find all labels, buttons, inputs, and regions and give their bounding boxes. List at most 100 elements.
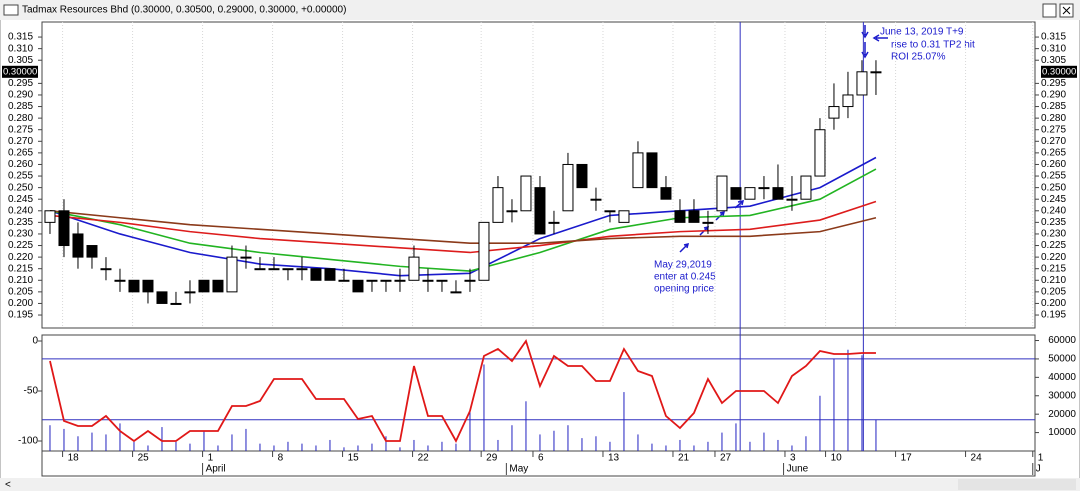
y-tick-label: 0.215 — [1041, 263, 1066, 274]
y-tick-label: 0.265 — [8, 148, 33, 159]
maximize-button[interactable] — [1042, 3, 1057, 18]
x-tick-label: 3 — [790, 453, 796, 464]
y-tick-label: 0.305 — [8, 55, 33, 66]
x-tick-label: 18 — [68, 453, 80, 464]
candle-body — [128, 279, 140, 293]
x-tick-label: 25 — [138, 453, 150, 464]
y-tick-label: 0.305 — [1041, 55, 1066, 66]
close-icon — [1062, 6, 1071, 15]
y-tick-label: 0.255 — [8, 171, 33, 182]
candle-body — [716, 175, 728, 212]
candle-body — [422, 279, 434, 282]
candle-body — [170, 302, 182, 305]
y-tick-label: 0.230 — [1041, 229, 1066, 240]
candle-body — [730, 187, 742, 200]
month-label: June — [787, 464, 809, 475]
y-tick-label: 0.240 — [1041, 205, 1066, 216]
candle-body — [100, 268, 112, 271]
candle-body — [86, 245, 98, 258]
date-axis — [41, 450, 1036, 477]
price-panel — [41, 21, 1036, 329]
x-tick-label: 17 — [901, 453, 913, 464]
candle-body — [800, 175, 812, 200]
toolbar — [958, 479, 1076, 490]
candle-body — [478, 221, 490, 281]
candle-body — [660, 187, 672, 200]
window-icon — [3, 4, 19, 16]
candle-body — [282, 268, 294, 271]
x-tick-label: 6 — [538, 453, 544, 464]
candle-body — [856, 71, 868, 96]
candle-body — [576, 163, 588, 189]
y-tick-label: 0.215 — [8, 263, 33, 274]
candle-body — [394, 279, 406, 282]
y-tick-label: 0.230 — [8, 229, 33, 240]
candle-body — [548, 221, 560, 224]
y-tick-label: 0.195 — [1041, 310, 1066, 321]
annotation: rise to 0.31 TP2 hit — [891, 40, 975, 51]
scroll-left[interactable]: < — [5, 480, 11, 491]
candle-body — [352, 279, 364, 293]
y-tick-label: 0.235 — [1041, 217, 1066, 228]
candle-body — [688, 210, 700, 223]
candle-body — [842, 94, 854, 108]
y-tick-label: 0.275 — [8, 124, 33, 135]
candle-body — [142, 279, 154, 293]
annotation: May 29,2019 — [654, 260, 712, 271]
moving-average — [49, 209, 877, 245]
candle-body — [408, 256, 420, 281]
scrollbar[interactable] — [0, 478, 1080, 491]
candle-body — [212, 279, 224, 293]
candle-body — [380, 279, 392, 282]
x-tick-label: 8 — [278, 453, 284, 464]
y-tick-label: 0.260 — [1041, 159, 1066, 170]
x-tick-label: 22 — [418, 453, 430, 464]
y-tick-label: 0.290 — [8, 90, 33, 101]
x-tick-label: 21 — [678, 453, 690, 464]
candle-body — [450, 291, 462, 294]
y-tick-label: 0.280 — [1041, 113, 1066, 124]
osc-tick-label: -50 — [24, 386, 39, 397]
y-tick-label: 0.210 — [8, 275, 33, 286]
candle-body — [156, 291, 168, 304]
candle-body — [296, 268, 308, 271]
candle-body — [268, 268, 280, 271]
price-marker — [1041, 65, 1077, 78]
x-tick-label: 27 — [720, 453, 732, 464]
month-label: May — [509, 464, 528, 475]
y-tick-label: 0.285 — [1041, 101, 1066, 112]
y-tick-label: 0.285 — [8, 101, 33, 112]
moving-average — [49, 200, 877, 254]
y-tick-label: 0.200 — [1041, 298, 1066, 309]
y-tick-label: 0.195 — [8, 310, 33, 321]
title-bar — [0, 0, 1080, 20]
candle-body — [506, 210, 518, 213]
candle-body — [492, 187, 504, 223]
x-tick-label: 24 — [971, 453, 983, 464]
volume-tick-label: 40000 — [1048, 372, 1076, 383]
y-tick-label: 0.255 — [1041, 171, 1066, 182]
x-tick-label: 13 — [608, 453, 620, 464]
candle-body — [366, 279, 378, 282]
y-tick-label: 0.225 — [8, 240, 33, 251]
y-tick-label: 0.275 — [1041, 124, 1066, 135]
y-tick-label: 0.295 — [1041, 78, 1066, 89]
y-tick-label: 0.265 — [1041, 148, 1066, 159]
y-tick-label: 0.210 — [1041, 275, 1066, 286]
candle-body — [828, 106, 840, 119]
y-tick-label: 0.205 — [1041, 287, 1066, 298]
candle-body — [44, 210, 56, 223]
y-tick-label: 0.250 — [8, 182, 33, 193]
candle-body — [604, 210, 616, 213]
price-marker — [2, 65, 38, 78]
y-tick-label: 0.315 — [8, 32, 33, 43]
month-label: J — [1036, 464, 1041, 475]
price-marker-label: 0.30000 — [3, 66, 37, 77]
volume-tick-label: 50000 — [1048, 354, 1076, 365]
candle-body — [58, 210, 70, 247]
candle-body — [870, 71, 882, 74]
candle-body — [184, 291, 196, 294]
candle-body — [814, 129, 826, 177]
y-tick-label: 0.225 — [1041, 240, 1066, 251]
